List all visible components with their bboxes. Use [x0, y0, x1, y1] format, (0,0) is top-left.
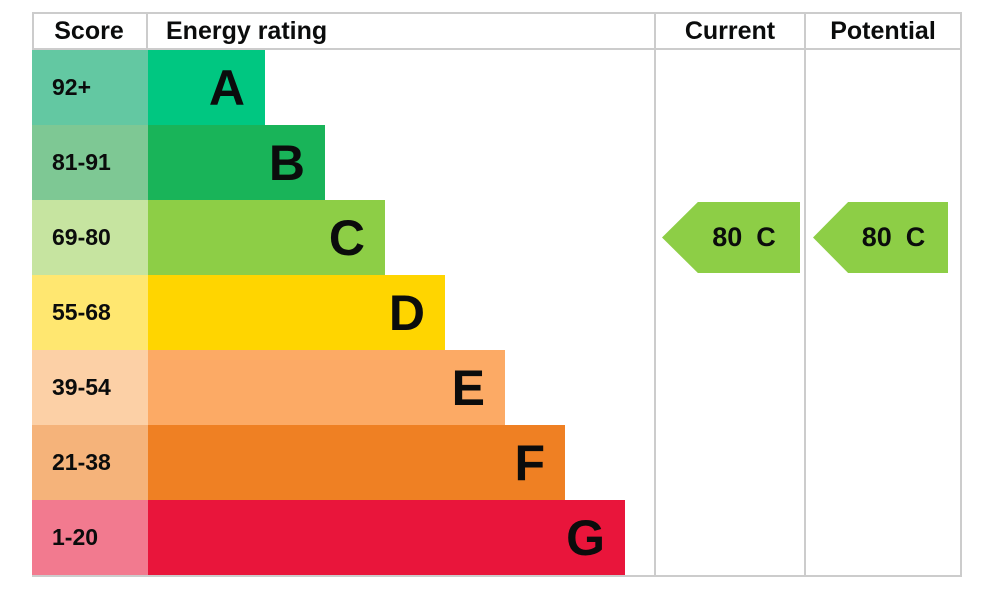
score-cell: 1-20: [32, 500, 148, 575]
band-row: 92+ A: [32, 50, 265, 125]
band-bar: G: [148, 500, 625, 575]
current-rating-band: C: [756, 222, 776, 252]
band-letter: C: [328, 209, 365, 266]
score-cell: 92+: [32, 50, 148, 125]
score-range: 21-38: [52, 449, 111, 475]
band-letter: A: [208, 59, 245, 116]
band-letter: G: [566, 509, 605, 566]
score-cell: 81-91: [32, 125, 148, 200]
score-cell: 69-80: [32, 200, 148, 275]
table-bottom-border: [32, 575, 962, 577]
band-letter: B: [268, 134, 305, 191]
band-bar: A: [148, 50, 265, 125]
current-header: Current: [684, 17, 776, 45]
score-range: 81-91: [52, 149, 111, 175]
band-row: 69-80 C: [32, 200, 385, 275]
score-cell: 55-68: [32, 275, 148, 350]
band-letter: F: [514, 434, 545, 491]
band-letter: E: [451, 359, 485, 416]
potential-rating-band: C: [905, 222, 926, 252]
energy-rating-header: Energy rating: [166, 17, 328, 45]
score-range: 1-20: [52, 524, 99, 550]
band-letter: D: [388, 284, 425, 341]
score-header: Score: [54, 17, 124, 45]
current-column-divider: [654, 12, 656, 577]
band-bar: F: [148, 425, 565, 500]
band-bar: E: [148, 350, 505, 425]
score-range: 39-54: [52, 374, 111, 400]
potential-header: Potential: [830, 17, 936, 45]
band-bar: B: [148, 125, 325, 200]
band-row: 55-68 D: [32, 275, 445, 350]
score-range: 69-80: [52, 224, 111, 250]
current-rating-value: 80: [712, 222, 743, 252]
score-range: 55-68: [52, 299, 111, 325]
band-bar: D: [148, 275, 445, 350]
score-cell: 39-54: [32, 350, 148, 425]
potential-rating-arrow: 80 C: [813, 202, 948, 273]
table-top-border: [32, 12, 962, 14]
potential-column-divider: [804, 12, 806, 577]
table-right-border: [960, 12, 962, 577]
band-row: 81-91 B: [32, 125, 325, 200]
score-cell: 21-38: [32, 425, 148, 500]
current-rating-arrow: 80 C: [662, 202, 800, 273]
band-row: 21-38 F: [32, 425, 565, 500]
score-range: 92+: [52, 74, 92, 100]
band-row: 1-20 G: [32, 500, 625, 575]
header-bottom-border: [32, 48, 962, 50]
band-row: 39-54 E: [32, 350, 505, 425]
band-bar: C: [148, 200, 385, 275]
potential-rating-value: 80: [861, 222, 892, 252]
score-column-divider: [146, 12, 148, 48]
